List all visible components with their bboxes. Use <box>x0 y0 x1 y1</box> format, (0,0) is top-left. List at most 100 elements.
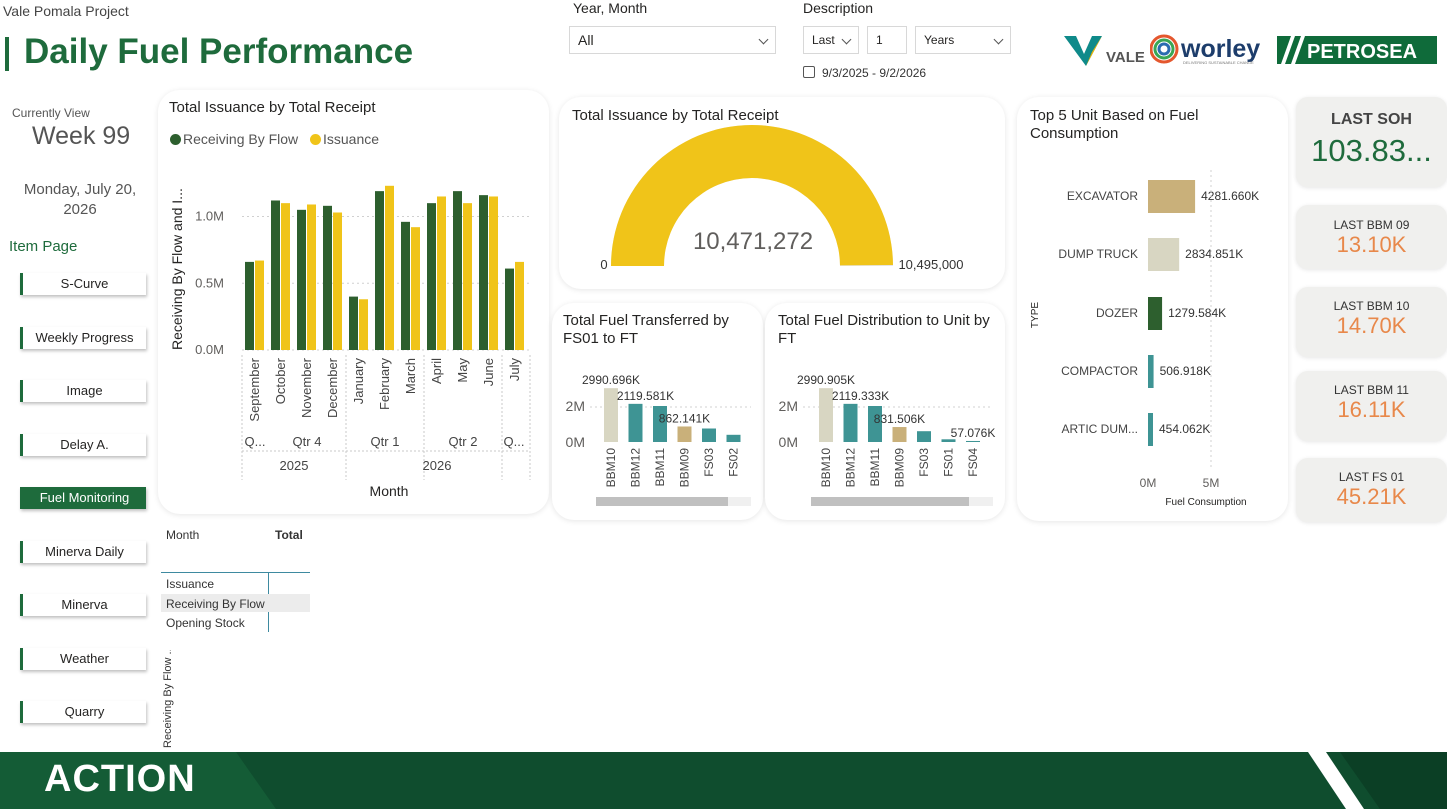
y-tick-label: 2M <box>779 398 798 414</box>
nav-s-curve[interactable]: S-Curve <box>20 273 146 295</box>
bar-issuance <box>333 212 342 350</box>
scrollbar-thumb <box>811 497 969 506</box>
worley-logo: worley DELIVERING SUSTAINABLE CHANGE <box>1150 34 1260 65</box>
kpi-bbm10-value: 14.70K <box>1336 313 1407 338</box>
data-label: 1279.584K <box>1168 306 1226 320</box>
page-title: Daily Fuel Performance <box>24 32 414 71</box>
bar-receiving <box>271 200 280 350</box>
nav-weather[interactable]: Weather <box>20 648 146 670</box>
kpi-fs01-label: LAST FS 01 <box>1338 470 1405 484</box>
y-tick-label: 0M <box>566 434 585 450</box>
year-month-dropdown[interactable]: All <box>569 26 776 54</box>
x-tick-label: BBM12 <box>629 448 643 488</box>
bar-issuance <box>281 203 290 350</box>
top5-bar-chart: TYPE Fuel Consumption EXCAVATOR 4281.660K… <box>1030 170 1259 508</box>
x-tick-year: 2026 <box>423 458 452 473</box>
top5-xlabel: Fuel Consumption <box>1165 497 1246 508</box>
column-bar <box>702 428 716 442</box>
data-label: 2834.851K <box>1185 247 1243 261</box>
data-label: 2990.905K <box>797 373 855 387</box>
kpi-bbm09-label: LAST BBM 09 <box>1333 218 1410 232</box>
nav-minerva[interactable]: Minerva <box>20 594 146 616</box>
matrix-row-issuance[interactable]: Issuance <box>166 577 215 591</box>
y-tick-label: 0.5M <box>195 275 224 290</box>
nav-weekly-progress[interactable]: Weekly Progress <box>20 327 146 349</box>
issuance-gauge: 10,471,272 0 10,495,000 <box>600 125 964 272</box>
count-input[interactable]: 1 <box>867 26 907 54</box>
distribution-card <box>765 303 1005 520</box>
hbar <box>1148 297 1163 330</box>
legend-issuance-label: Issuance <box>323 131 380 147</box>
data-label: 57.076K <box>951 426 996 440</box>
x-tick-label: FS03 <box>917 448 931 477</box>
matrix-row-opening-stock[interactable]: Opening Stock <box>166 616 245 630</box>
petrosea-logo: PETROSEA <box>1277 36 1437 64</box>
kpi-last-bbm11: LAST BBM 11 16.11K <box>1296 371 1447 441</box>
data-label: 454.062K <box>1159 422 1210 436</box>
bar-issuance <box>463 203 472 350</box>
bar-receiving <box>427 203 436 350</box>
y-tick-label: 0M <box>779 434 798 450</box>
bar-issuance <box>359 299 368 350</box>
worley-logo-subtext: DELIVERING SUSTAINABLE CHANGE <box>1183 60 1254 65</box>
data-label: 862.141K <box>659 411 710 425</box>
item-page-label: Item Page <box>9 238 78 255</box>
x-tick-month: January <box>351 358 366 405</box>
column-bar <box>819 388 833 442</box>
hbar <box>1148 355 1154 388</box>
legend-receiving-dot <box>170 134 181 145</box>
bar-issuance <box>489 196 498 350</box>
x-tick-month: October <box>273 357 288 404</box>
data-label: 4281.660K <box>1201 189 1259 203</box>
calendar-icon <box>803 66 815 78</box>
legend-issuance-dot <box>310 134 321 145</box>
x-tick-month: November <box>299 357 314 418</box>
hbar <box>1148 180 1196 213</box>
y-tick-label: 2M <box>566 398 585 414</box>
matrix-row-receiving[interactable]: Receiving By Flow <box>166 597 265 611</box>
y-tick-label: 1.0M <box>195 209 224 224</box>
distribution-title: Total Fuel Distribution to Unit by FT <box>778 312 990 347</box>
matrix-col-month: Month <box>166 528 200 542</box>
distribution-bar-chart: 2M 0M BBM10 BBM12 BBM11 BBM09 FS03 FS01 FS04 2990… <box>779 373 996 506</box>
relative-dropdown[interactable]: Last <box>803 26 859 54</box>
count-value: 1 <box>876 33 883 47</box>
column-bar <box>677 426 692 442</box>
column-bar <box>966 440 980 442</box>
top5-ylabel: TYPE <box>1030 302 1041 328</box>
hbar <box>1148 413 1153 446</box>
legend-receiving-label: Receiving By Flow <box>183 131 299 147</box>
column-bar <box>653 406 667 442</box>
bar-receiving <box>297 209 306 350</box>
column-bar <box>868 406 882 442</box>
bar-issuance <box>385 185 394 350</box>
matrix-axis-text: Receiving By Flow ... <box>162 650 174 748</box>
gauge-min: 0 <box>600 257 607 272</box>
nav-fuel-monitoring[interactable]: Fuel Monitoring <box>20 487 146 509</box>
x-tick-quarter: Q... <box>504 434 525 449</box>
data-label: 506.918K <box>1160 364 1211 378</box>
x-tick-label: FS04 <box>966 448 980 477</box>
nav-minerva-daily[interactable]: Minerva Daily <box>20 541 146 563</box>
petrosea-logo-text: PETROSEA <box>1307 41 1417 63</box>
unit-dropdown[interactable]: Years <box>915 26 1011 54</box>
x-tick-month: March <box>403 358 418 394</box>
x-tick-quarter: Q... <box>245 434 266 449</box>
nav-delay[interactable]: Delay A. <box>20 434 146 456</box>
x-tick-month: April <box>429 358 444 384</box>
project-name: Vale Pomala Project <box>3 3 129 19</box>
bar-issuance <box>411 227 420 350</box>
x-tick-label: BBM09 <box>893 448 907 488</box>
x-tick-month: June <box>481 358 496 386</box>
kpi-last-soh: LAST SOH 103.83... <box>1296 97 1447 187</box>
year-month-label: Year, Month <box>573 0 648 16</box>
data-label: 831.506K <box>874 412 925 426</box>
x-tick-year: 2025 <box>280 458 309 473</box>
x-tick-label: 5M <box>1203 476 1220 490</box>
x-tick-label: BBM11 <box>868 448 882 487</box>
nav-quarry[interactable]: Quarry <box>20 701 146 723</box>
column-bar <box>917 431 931 442</box>
column-bar <box>892 427 907 442</box>
column-bar <box>941 439 956 442</box>
nav-image[interactable]: Image <box>20 380 146 402</box>
